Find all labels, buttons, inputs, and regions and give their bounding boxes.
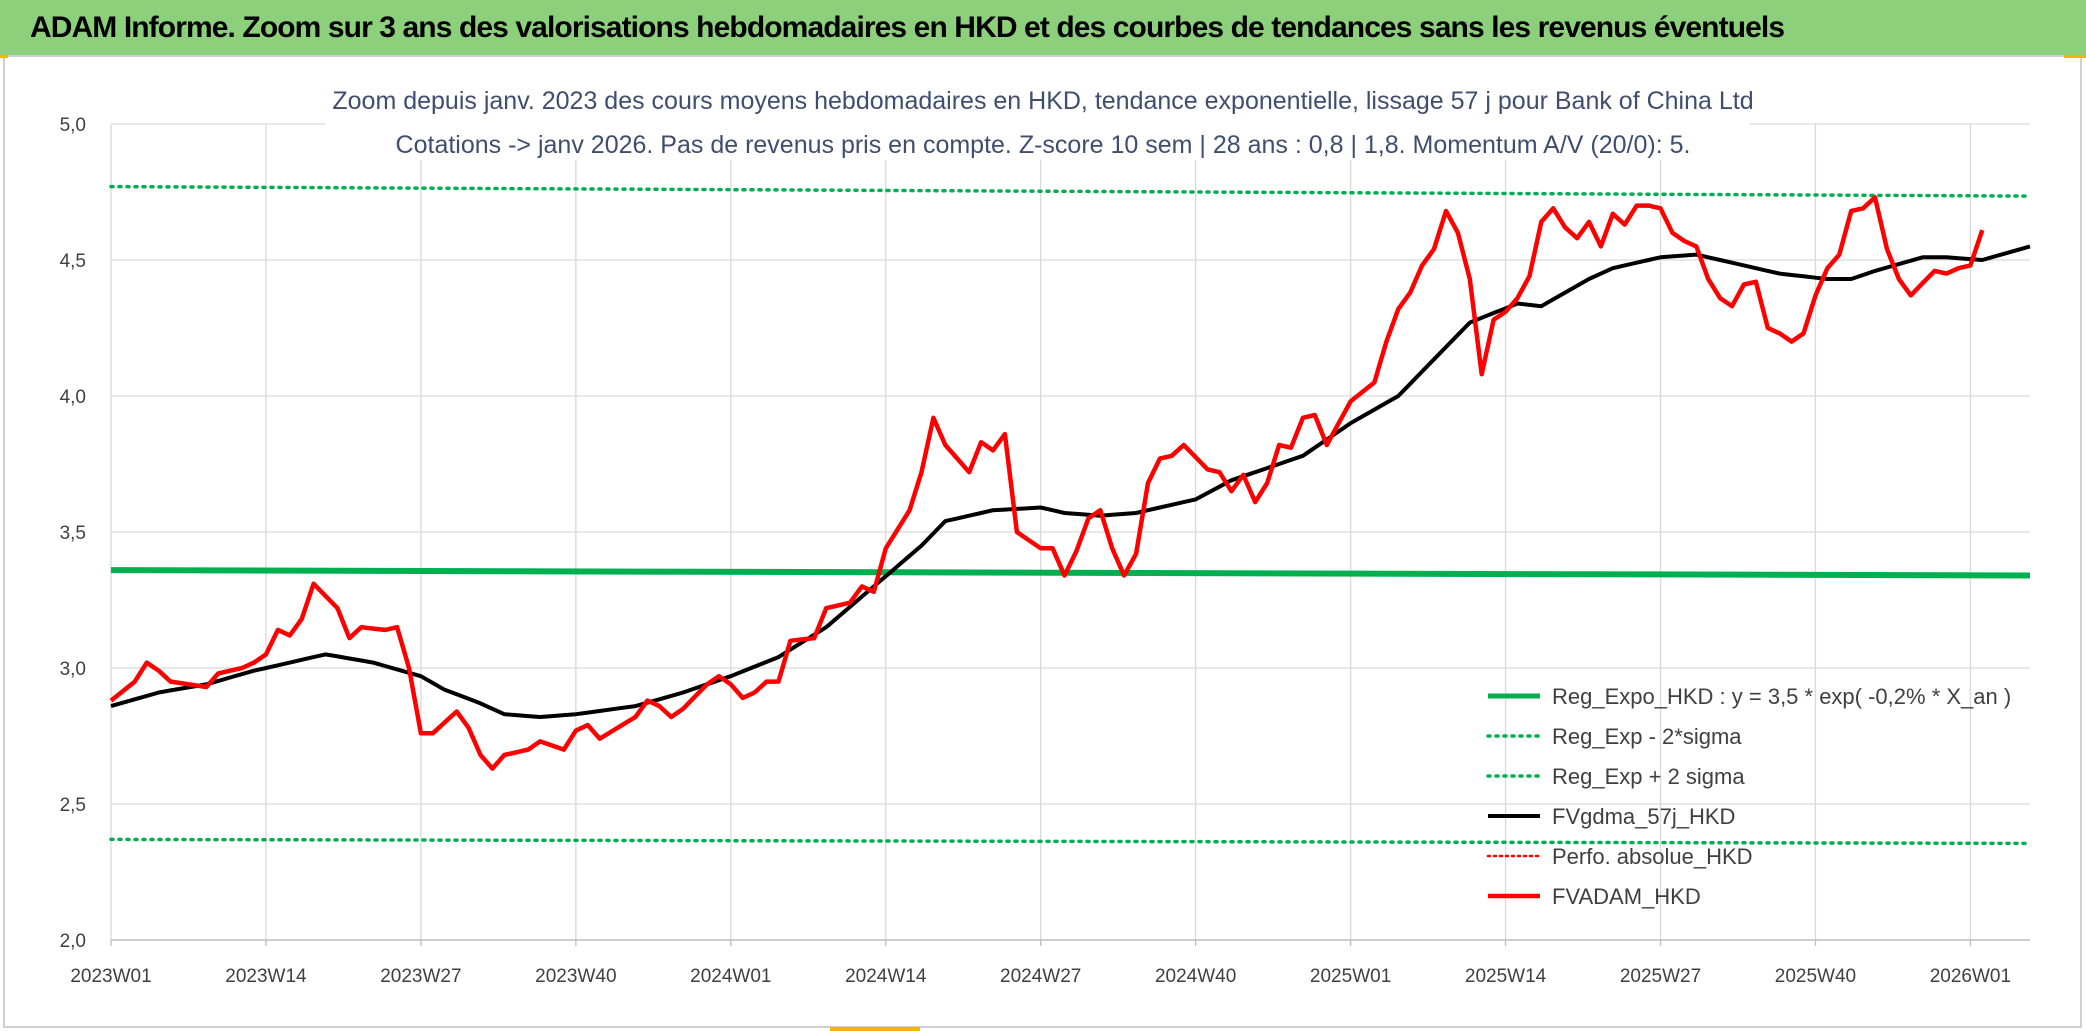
y-tick-label: 5,0 (60, 115, 86, 136)
legend-label-perfo: Perfo. absolue_HKD (1552, 844, 1753, 869)
chart-subtitle: Zoom depuis janv. 2023 des cours moyens … (325, 80, 1754, 160)
x-tick-label: 2025W01 (1310, 966, 1391, 987)
x-tick-label: 2023W27 (380, 966, 461, 987)
x-tick-label: 2024W40 (1155, 966, 1236, 987)
report-title: ADAM Informe. Zoom sur 3 ans des valoris… (30, 10, 1785, 44)
x-tick-label: 2025W14 (1465, 966, 1547, 987)
chart-series (109, 184, 2032, 846)
x-tick-label: 2024W01 (690, 966, 771, 987)
chart-subtitle-line: Cotations -> janv 2026. Pas de revenus p… (396, 131, 1691, 159)
chart-legend: Reg_Expo_HKD : y = 3,5 * exp( -0,2% * X_… (1486, 684, 2011, 909)
series-line-reg (110, 567, 2031, 579)
legend-label-fvadam: FVADAM_HKD (1552, 884, 1701, 909)
legend-label-fvgdma: FVgdma_57j_HKD (1552, 804, 1735, 829)
x-tick-label: 2025W27 (1620, 966, 1701, 987)
chart-axes: 2,0 2,5 3,0 3,5 4,0 4,5 5,0 2023W01 2023W14 2023W… (60, 115, 2030, 987)
legend-label-reg: Reg_Expo_HKD : y = 3,5 * exp( -0,2% * X_… (1552, 684, 2011, 709)
x-tick-label: 2024W27 (1000, 966, 1081, 987)
accent-line-bottom (830, 1027, 920, 1031)
x-tick-label: 2023W40 (535, 966, 616, 987)
series-line-upper (109, 184, 2032, 198)
y-tick-label: 4,0 (60, 387, 86, 408)
accent-line-left (0, 55, 8, 58)
x-tick-label: 2023W14 (225, 966, 307, 987)
series-line-fvadam (109, 195, 1985, 771)
x-tick-label: 2026W01 (1930, 966, 2011, 987)
x-tick-label: 2025W40 (1775, 966, 1856, 987)
y-tick-label: 2,0 (60, 931, 86, 952)
y-tick-label: 3,0 (60, 659, 86, 680)
y-tick-label: 3,5 (60, 523, 86, 544)
accent-line-right (2064, 55, 2086, 58)
series-line-lower (109, 837, 2032, 846)
y-tick-label: 2,5 (60, 795, 86, 816)
report-banner: ADAM Informe. Zoom sur 3 ans des valoris… (0, 0, 2086, 55)
chart-frame (3, 55, 2082, 1028)
chart-grid (110, 123, 2030, 941)
legend-label-lower: Reg_Exp - 2*sigma (1552, 724, 1742, 749)
y-tick-label: 4,5 (60, 251, 86, 272)
series-line-fvgdma (110, 244, 2031, 719)
chart-subtitle-line: Zoom depuis janv. 2023 des cours moyens … (332, 87, 1753, 115)
x-tick-label: 2023W01 (70, 966, 151, 987)
x-tick-label: 2024W14 (845, 966, 927, 987)
legend-label-upper: Reg_Exp + 2 sigma (1552, 764, 1745, 789)
subtitle-backdrop (325, 80, 1750, 160)
